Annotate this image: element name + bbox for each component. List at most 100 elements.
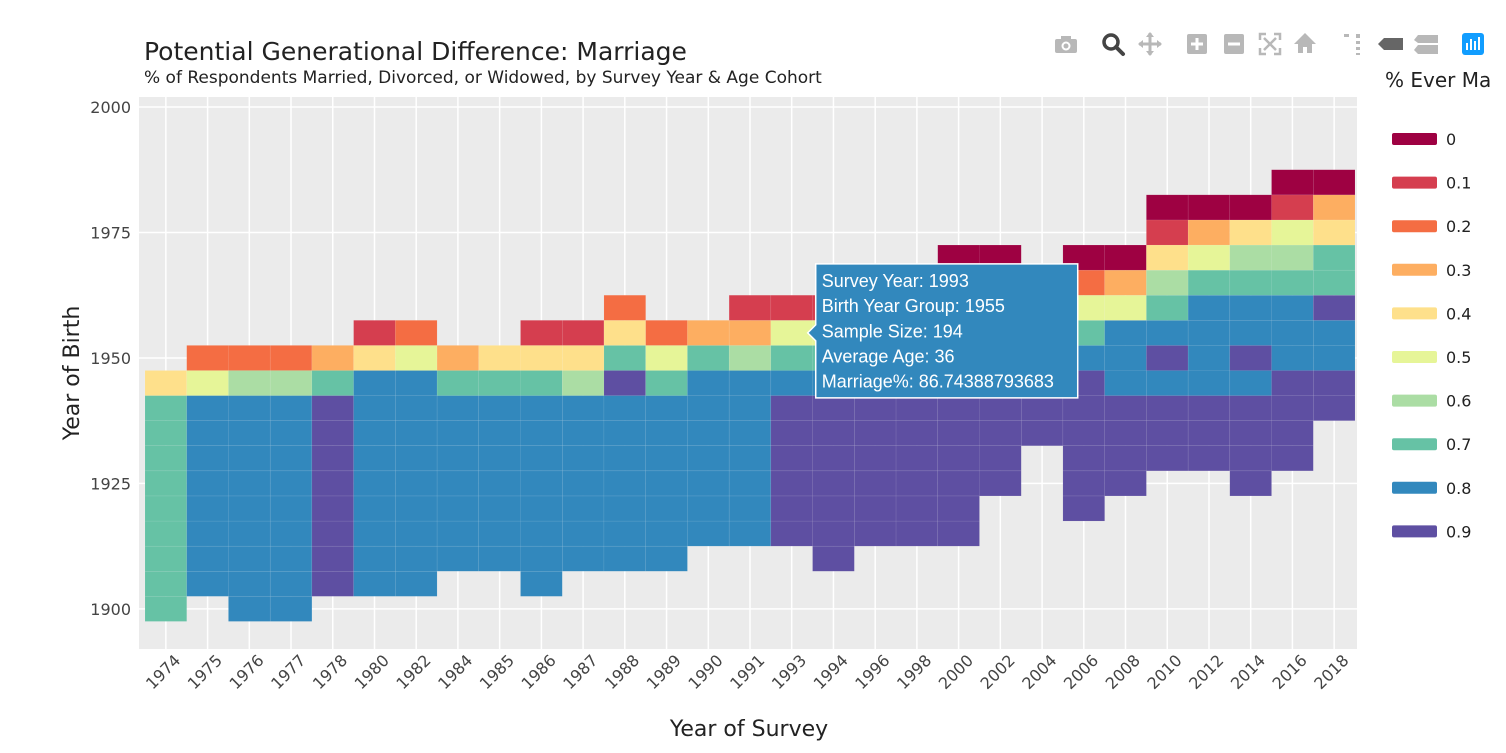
heatmap-cell[interactable]: 2004 / 1940 : 0.9 bbox=[1020, 395, 1064, 421]
heatmap-cell[interactable]: 1976 / 1900 : 0.8 bbox=[228, 596, 271, 622]
heatmap-cell[interactable]: 2012 / 1975 : 0.3 bbox=[1187, 219, 1231, 246]
heatmap-cell[interactable]: 2008 / 1940 : 0.9 bbox=[1104, 395, 1147, 421]
heatmap-cell[interactable]: 1993 / 1960 : 0.1 bbox=[770, 294, 813, 321]
heatmap-cell[interactable]: 1990 / 1915 : 0.8 bbox=[687, 520, 730, 547]
heatmap-cell[interactable]: 2014 / 1925 : 0.9 bbox=[1229, 470, 1272, 497]
heatmap-cell[interactable]: 1993 / 1915 : 0.9 bbox=[770, 520, 813, 547]
heatmap-cell[interactable]: 2010 / 1980 : 0 bbox=[1146, 194, 1189, 221]
heatmap-cell[interactable]: 1985 / 1940 : 0.8 bbox=[478, 395, 521, 421]
home-icon[interactable]: Reset axes bbox=[1294, 33, 1316, 53]
heatmap-cell[interactable]: 2010 / 1960 : 0.7 bbox=[1146, 294, 1189, 321]
heatmap-cell[interactable]: 1994 / 1910 : 0.9 bbox=[812, 545, 855, 572]
heatmap-cell[interactable]: 2010 / 1950 : 0.9 bbox=[1146, 345, 1189, 371]
heatmap-cell[interactable]: 1994 / 1920 : 0.9 bbox=[812, 495, 855, 522]
heatmap-cell[interactable]: 1991 / 1935 : 0.8 bbox=[728, 420, 772, 447]
heatmap-cell[interactable]: 2014 / 1930 : 0.9 bbox=[1229, 445, 1272, 472]
heatmap-cell[interactable]: 1996 / 1930 : 0.9 bbox=[854, 445, 897, 472]
heatmap-cell[interactable]: 1982 / 1910 : 0.8 bbox=[395, 545, 438, 572]
heatmap-cell[interactable]: 1974 / 1940 : 0.7 bbox=[144, 395, 187, 421]
heatmap-cell[interactable]: 1986 / 1905 : 0.8 bbox=[520, 570, 563, 597]
heatmap-cell[interactable]: 1978 / 1930 : 0.9 bbox=[311, 445, 354, 472]
heatmap-cell[interactable]: 1987 / 1910 : 0.8 bbox=[561, 545, 605, 572]
heatmap-cell[interactable]: 2002 / 1935 : 0.9 bbox=[979, 420, 1022, 447]
heatmap-cell[interactable]: 1974 / 1920 : 0.7 bbox=[144, 495, 187, 522]
heatmap-cell[interactable]: 1976 / 1910 : 0.8 bbox=[228, 545, 271, 572]
heatmap-cell[interactable]: 1987 / 1930 : 0.8 bbox=[561, 445, 605, 472]
heatmap-cell[interactable]: 1984 / 1945 : 0.7 bbox=[436, 370, 480, 396]
heatmap-cell[interactable]: 1978 / 1950 : 0.3 bbox=[311, 345, 354, 371]
heatmap-cell[interactable]: 2000 / 1930 : 0.9 bbox=[937, 445, 980, 472]
heatmap-cell[interactable]: 2008 / 1930 : 0.9 bbox=[1104, 445, 1147, 472]
heatmap-cell[interactable]: 1977 / 1900 : 0.8 bbox=[269, 596, 313, 622]
heatmap-cell[interactable]: 2008 / 1935 : 0.9 bbox=[1104, 420, 1147, 447]
heatmap-cell[interactable]: 1989 / 1920 : 0.8 bbox=[645, 495, 688, 522]
heatmap-cell[interactable]: 1988 / 1910 : 0.8 bbox=[603, 545, 646, 572]
heatmap-cell[interactable]: 1991 / 1925 : 0.8 bbox=[728, 470, 772, 497]
heatmap-cell[interactable]: 1985 / 1950 : 0.4 bbox=[478, 345, 521, 371]
heatmap-cell[interactable]: 1984 / 1935 : 0.8 bbox=[436, 420, 480, 447]
heatmap-cell[interactable]: 2018 / 1955 : 0.8 bbox=[1313, 320, 1356, 346]
heatmap-cell[interactable]: 2016 / 1975 : 0.5 bbox=[1271, 219, 1314, 246]
heatmap-cell[interactable]: 1993 / 1950 : 0.7 bbox=[770, 345, 813, 371]
heatmap-cell[interactable]: 1974 / 1945 : 0.4 bbox=[144, 370, 187, 396]
heatmap-cell[interactable]: 1977 / 1945 : 0.6 bbox=[269, 370, 313, 396]
heatmap-cell[interactable]: 1978 / 1905 : 0.9 bbox=[311, 570, 354, 597]
heatmap-cell[interactable]: 1988 / 1915 : 0.8 bbox=[603, 520, 646, 547]
heatmap-cell[interactable]: 1985 / 1945 : 0.7 bbox=[478, 370, 521, 396]
heatmap-cell[interactable]: 1993 / 1930 : 0.9 bbox=[770, 445, 813, 472]
heatmap-cell[interactable]: 1991 / 1945 : 0.8 bbox=[728, 370, 772, 396]
heatmap-cell[interactable]: 1990 / 1950 : 0.7 bbox=[687, 345, 730, 371]
heatmap-cell[interactable]: 2000 / 1920 : 0.9 bbox=[937, 495, 980, 522]
heatmap-cell[interactable]: 2018 / 1970 : 0.7 bbox=[1313, 244, 1356, 271]
heatmap-cell[interactable]: 2018 / 1985 : 0 bbox=[1313, 169, 1356, 196]
heatmap-cell[interactable]: 2012 / 1940 : 0.9 bbox=[1187, 395, 1231, 421]
heatmap-cell[interactable]: 2014 / 1965 : 0.7 bbox=[1229, 269, 1272, 296]
heatmap-cell[interactable]: 1975 / 1910 : 0.8 bbox=[186, 545, 229, 572]
heatmap-cell[interactable]: 1998 / 1925 : 0.9 bbox=[895, 470, 939, 497]
heatmap-cell[interactable]: 2014 / 1950 : 0.9 bbox=[1229, 345, 1272, 371]
heatmap-cell[interactable]: 2000 / 1915 : 0.9 bbox=[937, 520, 980, 547]
heatmap-cell[interactable]: 1985 / 1935 : 0.8 bbox=[478, 420, 521, 447]
heatmap-cell[interactable]: 2016 / 1950 : 0.8 bbox=[1271, 345, 1314, 371]
heatmap-cell[interactable]: 1985 / 1930 : 0.8 bbox=[478, 445, 521, 472]
heatmap-cell[interactable]: 2012 / 1980 : 0 bbox=[1187, 194, 1231, 221]
heatmap-cell[interactable]: 1988 / 1945 : 0.9 bbox=[603, 370, 646, 396]
heatmap-cell[interactable]: 1976 / 1935 : 0.8 bbox=[228, 420, 271, 447]
heatmap-cell[interactable]: 1989 / 1915 : 0.8 bbox=[645, 520, 688, 547]
heatmap-cell[interactable]: 1978 / 1910 : 0.9 bbox=[311, 545, 354, 572]
heatmap-cell[interactable]: 1991 / 1955 : 0.3 bbox=[728, 320, 772, 346]
heatmap-cell[interactable]: 2008 / 1925 : 0.9 bbox=[1104, 470, 1147, 497]
heatmap-cell[interactable]: 1988 / 1955 : 0.4 bbox=[603, 320, 646, 346]
heatmap-cell[interactable]: 2014 / 1945 : 0.8 bbox=[1229, 370, 1272, 396]
heatmap-cell[interactable]: 2000 / 1940 : 0.9 bbox=[937, 395, 980, 421]
heatmap-cell[interactable]: 1980 / 1930 : 0.8 bbox=[353, 445, 396, 472]
heatmap-cell[interactable]: 1990 / 1930 : 0.8 bbox=[687, 445, 730, 472]
heatmap-cell[interactable]: 1984 / 1940 : 0.8 bbox=[436, 395, 480, 421]
heatmap-cell[interactable]: 2008 / 1965 : 0.3 bbox=[1104, 269, 1147, 296]
heatmap-cell[interactable]: 2014 / 1960 : 0.8 bbox=[1229, 294, 1272, 321]
heatmap-cell[interactable]: 2018 / 1975 : 0.4 bbox=[1313, 219, 1356, 246]
heatmap-cell[interactable]: 1984 / 1910 : 0.8 bbox=[436, 545, 480, 572]
heatmap-cell[interactable]: 1980 / 1920 : 0.8 bbox=[353, 495, 396, 522]
heatmap-cell[interactable]: 1988 / 1940 : 0.8 bbox=[603, 395, 646, 421]
heatmap-cell[interactable]: 1991 / 1960 : 0.1 bbox=[728, 294, 772, 321]
heatmap-cell[interactable]: 2000 / 1925 : 0.9 bbox=[937, 470, 980, 497]
heatmap-cell[interactable]: 1998 / 1920 : 0.9 bbox=[895, 495, 939, 522]
heatmap-cell[interactable]: 1989 / 1930 : 0.8 bbox=[645, 445, 688, 472]
heatmap-cell[interactable]: 1976 / 1940 : 0.8 bbox=[228, 395, 271, 421]
heatmap-cell[interactable]: 1988 / 1920 : 0.8 bbox=[603, 495, 646, 522]
heatmap-cell[interactable]: 1978 / 1925 : 0.9 bbox=[311, 470, 354, 497]
heatmap-cell[interactable]: 2012 / 1965 : 0.7 bbox=[1187, 269, 1231, 296]
heatmap-cell[interactable]: 1977 / 1920 : 0.8 bbox=[269, 495, 313, 522]
heatmap-cell[interactable]: 2010 / 1970 : 0.4 bbox=[1146, 244, 1189, 271]
hover-compare-icon[interactable]: Compare data on hover bbox=[1414, 35, 1438, 54]
heatmap-cell[interactable]: 1980 / 1905 : 0.8 bbox=[353, 570, 396, 597]
heatmap-cell[interactable]: 1993 / 1955 : 0.5 bbox=[770, 320, 813, 346]
heatmap-cells[interactable]: 1974 / 1900 : 0.71974 / 1905 : 0.71974 /… bbox=[144, 169, 1356, 622]
heatmap-cell[interactable]: 2016 / 1940 : 0.9 bbox=[1271, 395, 1314, 421]
heatmap-cell[interactable]: 2008 / 1955 : 0.8 bbox=[1104, 320, 1147, 346]
heatmap-cell[interactable]: 1989 / 1935 : 0.8 bbox=[645, 420, 688, 447]
heatmap-cell[interactable]: 1993 / 1935 : 0.9 bbox=[770, 420, 813, 447]
heatmap-cell[interactable]: 1975 / 1925 : 0.8 bbox=[186, 470, 229, 497]
heatmap-cell[interactable]: 1989 / 1945 : 0.7 bbox=[645, 370, 688, 396]
